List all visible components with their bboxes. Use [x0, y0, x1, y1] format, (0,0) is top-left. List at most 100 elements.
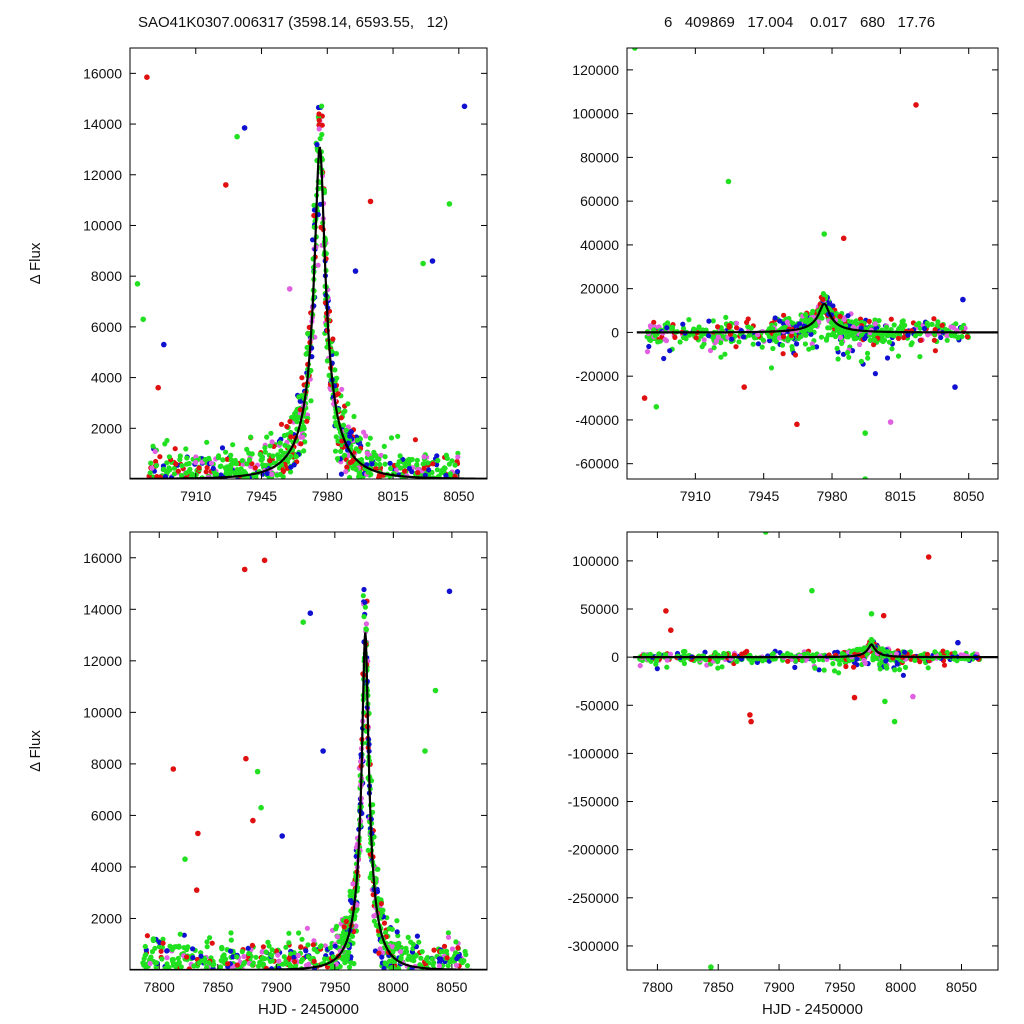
data-point — [706, 333, 712, 339]
data-point — [703, 657, 709, 663]
data-point — [405, 934, 411, 941]
data-point — [167, 943, 173, 949]
x-tick-label: 7910 — [180, 488, 211, 504]
data-point — [859, 332, 865, 338]
data-point — [647, 651, 654, 657]
data-point — [755, 341, 762, 347]
outlier-point — [286, 286, 293, 292]
data-point — [652, 333, 658, 339]
data-point — [745, 324, 751, 330]
data-point — [434, 453, 440, 459]
data-point — [379, 954, 385, 960]
data-point — [346, 964, 353, 970]
y-tick-label: 60000 — [580, 193, 619, 209]
data-point — [376, 472, 382, 479]
data-point — [267, 458, 273, 464]
data-point — [286, 940, 292, 946]
x-tick-label: 7800 — [144, 979, 175, 995]
data-point — [305, 954, 311, 960]
data-point — [846, 354, 852, 360]
data-point — [311, 202, 317, 208]
y-tick-label: -20000 — [575, 368, 619, 384]
data-point — [845, 334, 851, 340]
data-point — [861, 657, 867, 664]
data-point — [219, 946, 225, 952]
data-point — [314, 142, 320, 148]
data-point — [301, 448, 307, 454]
x-tick-label: 8000 — [885, 979, 916, 995]
data-point — [297, 407, 303, 413]
panel-top-right: 7910 7945 7980 8015 8050 -60000 -40000 -20000 0 2… — [572, 47, 999, 504]
data-point — [416, 939, 422, 945]
data-point — [356, 448, 362, 454]
data-point — [872, 371, 879, 377]
data-point — [269, 471, 275, 477]
data-point — [153, 960, 159, 966]
data-point — [388, 465, 394, 472]
data-point — [773, 339, 780, 345]
data-point — [152, 945, 158, 951]
data-point — [234, 962, 240, 968]
data-point — [387, 460, 393, 466]
outlier-point — [748, 718, 754, 725]
data-point — [382, 454, 388, 460]
outlier-point — [891, 718, 898, 725]
data-point — [347, 474, 353, 479]
data-point — [181, 932, 187, 938]
outlier-point — [134, 281, 141, 287]
data-point — [164, 955, 170, 961]
data-point — [944, 333, 950, 339]
data-point — [262, 449, 268, 455]
data-point — [173, 944, 179, 950]
data-point — [434, 467, 440, 473]
data-point — [880, 647, 887, 653]
data-point — [837, 334, 844, 340]
data-point — [298, 944, 304, 950]
y-tick-label: 80000 — [580, 149, 619, 165]
y-tick-label: 40000 — [580, 237, 619, 253]
data-point — [718, 354, 724, 360]
y-tick-label: 4000 — [91, 859, 122, 875]
data-point — [381, 965, 387, 970]
data-point — [249, 461, 255, 467]
data-point — [661, 355, 667, 362]
data-point — [733, 344, 739, 350]
data-point — [206, 960, 212, 966]
outlier-point — [641, 395, 648, 401]
data-point — [299, 936, 305, 942]
data-points — [632, 48, 972, 479]
data-point — [311, 946, 317, 952]
data-point — [445, 934, 452, 940]
data-point — [806, 346, 812, 352]
data-point — [711, 345, 717, 351]
outlier-point — [910, 693, 916, 700]
data-point — [726, 324, 732, 330]
y-tick-label: -150000 — [568, 794, 620, 810]
data-point — [441, 943, 448, 949]
data-point — [443, 948, 450, 954]
data-point — [403, 949, 409, 955]
data-point — [362, 604, 368, 610]
outlier-point — [155, 384, 161, 391]
data-point — [319, 131, 325, 138]
data-point — [252, 465, 258, 471]
x-tick-label: 7900 — [763, 979, 794, 995]
data-point — [284, 423, 290, 430]
data-point — [755, 332, 761, 338]
data-point — [931, 337, 938, 343]
data-point — [219, 445, 226, 451]
data-point — [276, 958, 282, 964]
outlier-point — [653, 404, 660, 410]
data-point — [843, 663, 849, 670]
data-point — [449, 946, 455, 952]
data-point — [736, 339, 742, 345]
data-point — [281, 954, 287, 960]
data-point — [647, 337, 653, 343]
data-point — [868, 636, 875, 643]
y-tick-label: -100000 — [568, 745, 620, 761]
outlier-point — [747, 712, 753, 718]
outlier-point — [140, 316, 146, 323]
data-point — [299, 957, 305, 963]
data-point — [267, 443, 273, 449]
y-tick-label: 0 — [611, 649, 619, 665]
